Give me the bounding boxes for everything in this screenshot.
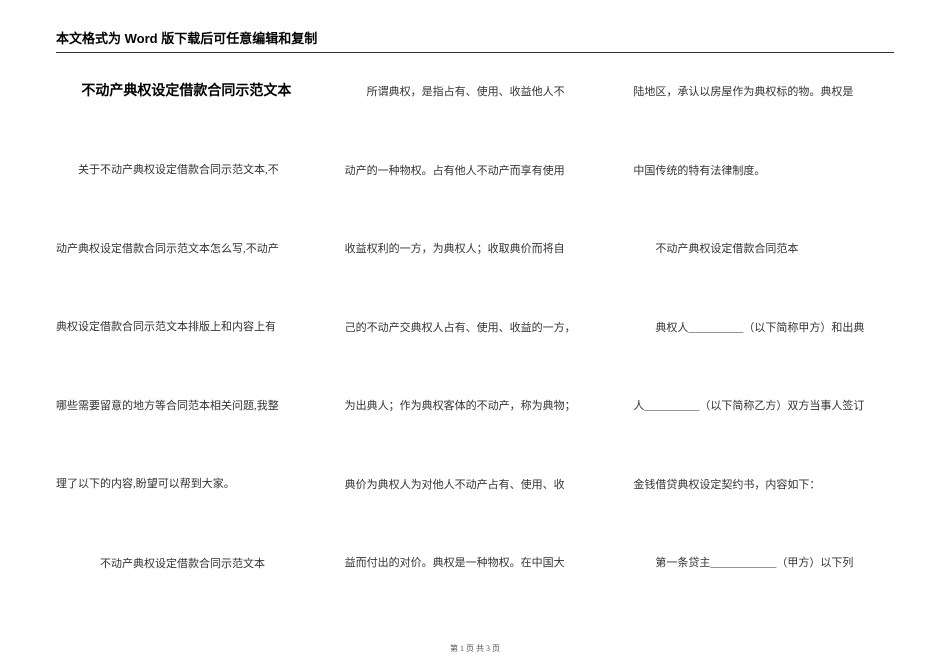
page-number: 第 1 页 共 3 页 — [450, 644, 500, 653]
paragraph: 理了以下的内容,盼望可以帮到大家。 — [56, 476, 317, 493]
paragraph: 关于不动产典权设定借款合同示范文本,不 — [56, 162, 317, 179]
paragraph: 典权人__________（以下简称甲方）和出典 — [633, 320, 894, 337]
column-2: 所谓典权，是指占有、使用、收益他人不 动产的一种物权。占有他人不动产而享有使用 … — [335, 78, 616, 626]
column-1: 不动产典权设定借款合同示范文本 关于不动产典权设定借款合同示范文本,不 动产典权… — [56, 78, 335, 626]
paragraph: 第一条贷主____________（甲方）以下列 — [633, 555, 894, 572]
column-3: 陆地区，承认以房屋作为典权标的物。典权是 中国传统的特有法律制度。 不动产典权设… — [615, 78, 894, 626]
paragraph: 哪些需要留意的地方等合同范本相关问题,我整 — [56, 398, 317, 415]
paragraph: 典权设定借款合同示范文本排版上和内容上有 — [56, 319, 317, 336]
paragraph: 动产的一种物权。占有他人不动产而享有使用 — [345, 163, 606, 180]
section-heading: 不动产典权设定借款合同范本 — [633, 241, 894, 258]
paragraph: 动产典权设定借款合同示范文本怎么写,不动产 — [56, 241, 317, 258]
header-text: 本文格式为 Word 版下载后可任意编辑和复制 — [56, 31, 317, 46]
page-footer: 第 1 页 共 3 页 — [0, 643, 950, 654]
section-heading: 不动产典权设定借款合同示范文本 — [56, 555, 317, 571]
paragraph: 益而付出的对价。典权是一种物权。在中国大 — [345, 555, 606, 572]
paragraph: 人__________（以下简称乙方）双方当事人签订 — [633, 398, 894, 415]
paragraph: 典价为典权人为对他人不动产占有、使用、收 — [345, 477, 606, 494]
paragraph: 中国传统的特有法律制度。 — [633, 163, 894, 180]
page-header: 本文格式为 Word 版下载后可任意编辑和复制 — [56, 28, 894, 53]
paragraph: 为出典人；作为典权客体的不动产，称为典物； — [345, 398, 606, 415]
paragraph: 陆地区，承认以房屋作为典权标的物。典权是 — [633, 84, 894, 101]
document-title: 不动产典权设定借款合同示范文本 — [56, 80, 317, 100]
paragraph: 己的不动产交典权人占有、使用、收益的一方， — [345, 320, 606, 337]
paragraph: 收益权利的一方，为典权人；收取典价而将自 — [345, 241, 606, 258]
content-area: 不动产典权设定借款合同示范文本 关于不动产典权设定借款合同示范文本,不 动产典权… — [56, 78, 894, 626]
paragraph: 金钱借贷典权设定契约书，内容如下： — [633, 477, 894, 494]
paragraph: 所谓典权，是指占有、使用、收益他人不 — [345, 84, 606, 101]
